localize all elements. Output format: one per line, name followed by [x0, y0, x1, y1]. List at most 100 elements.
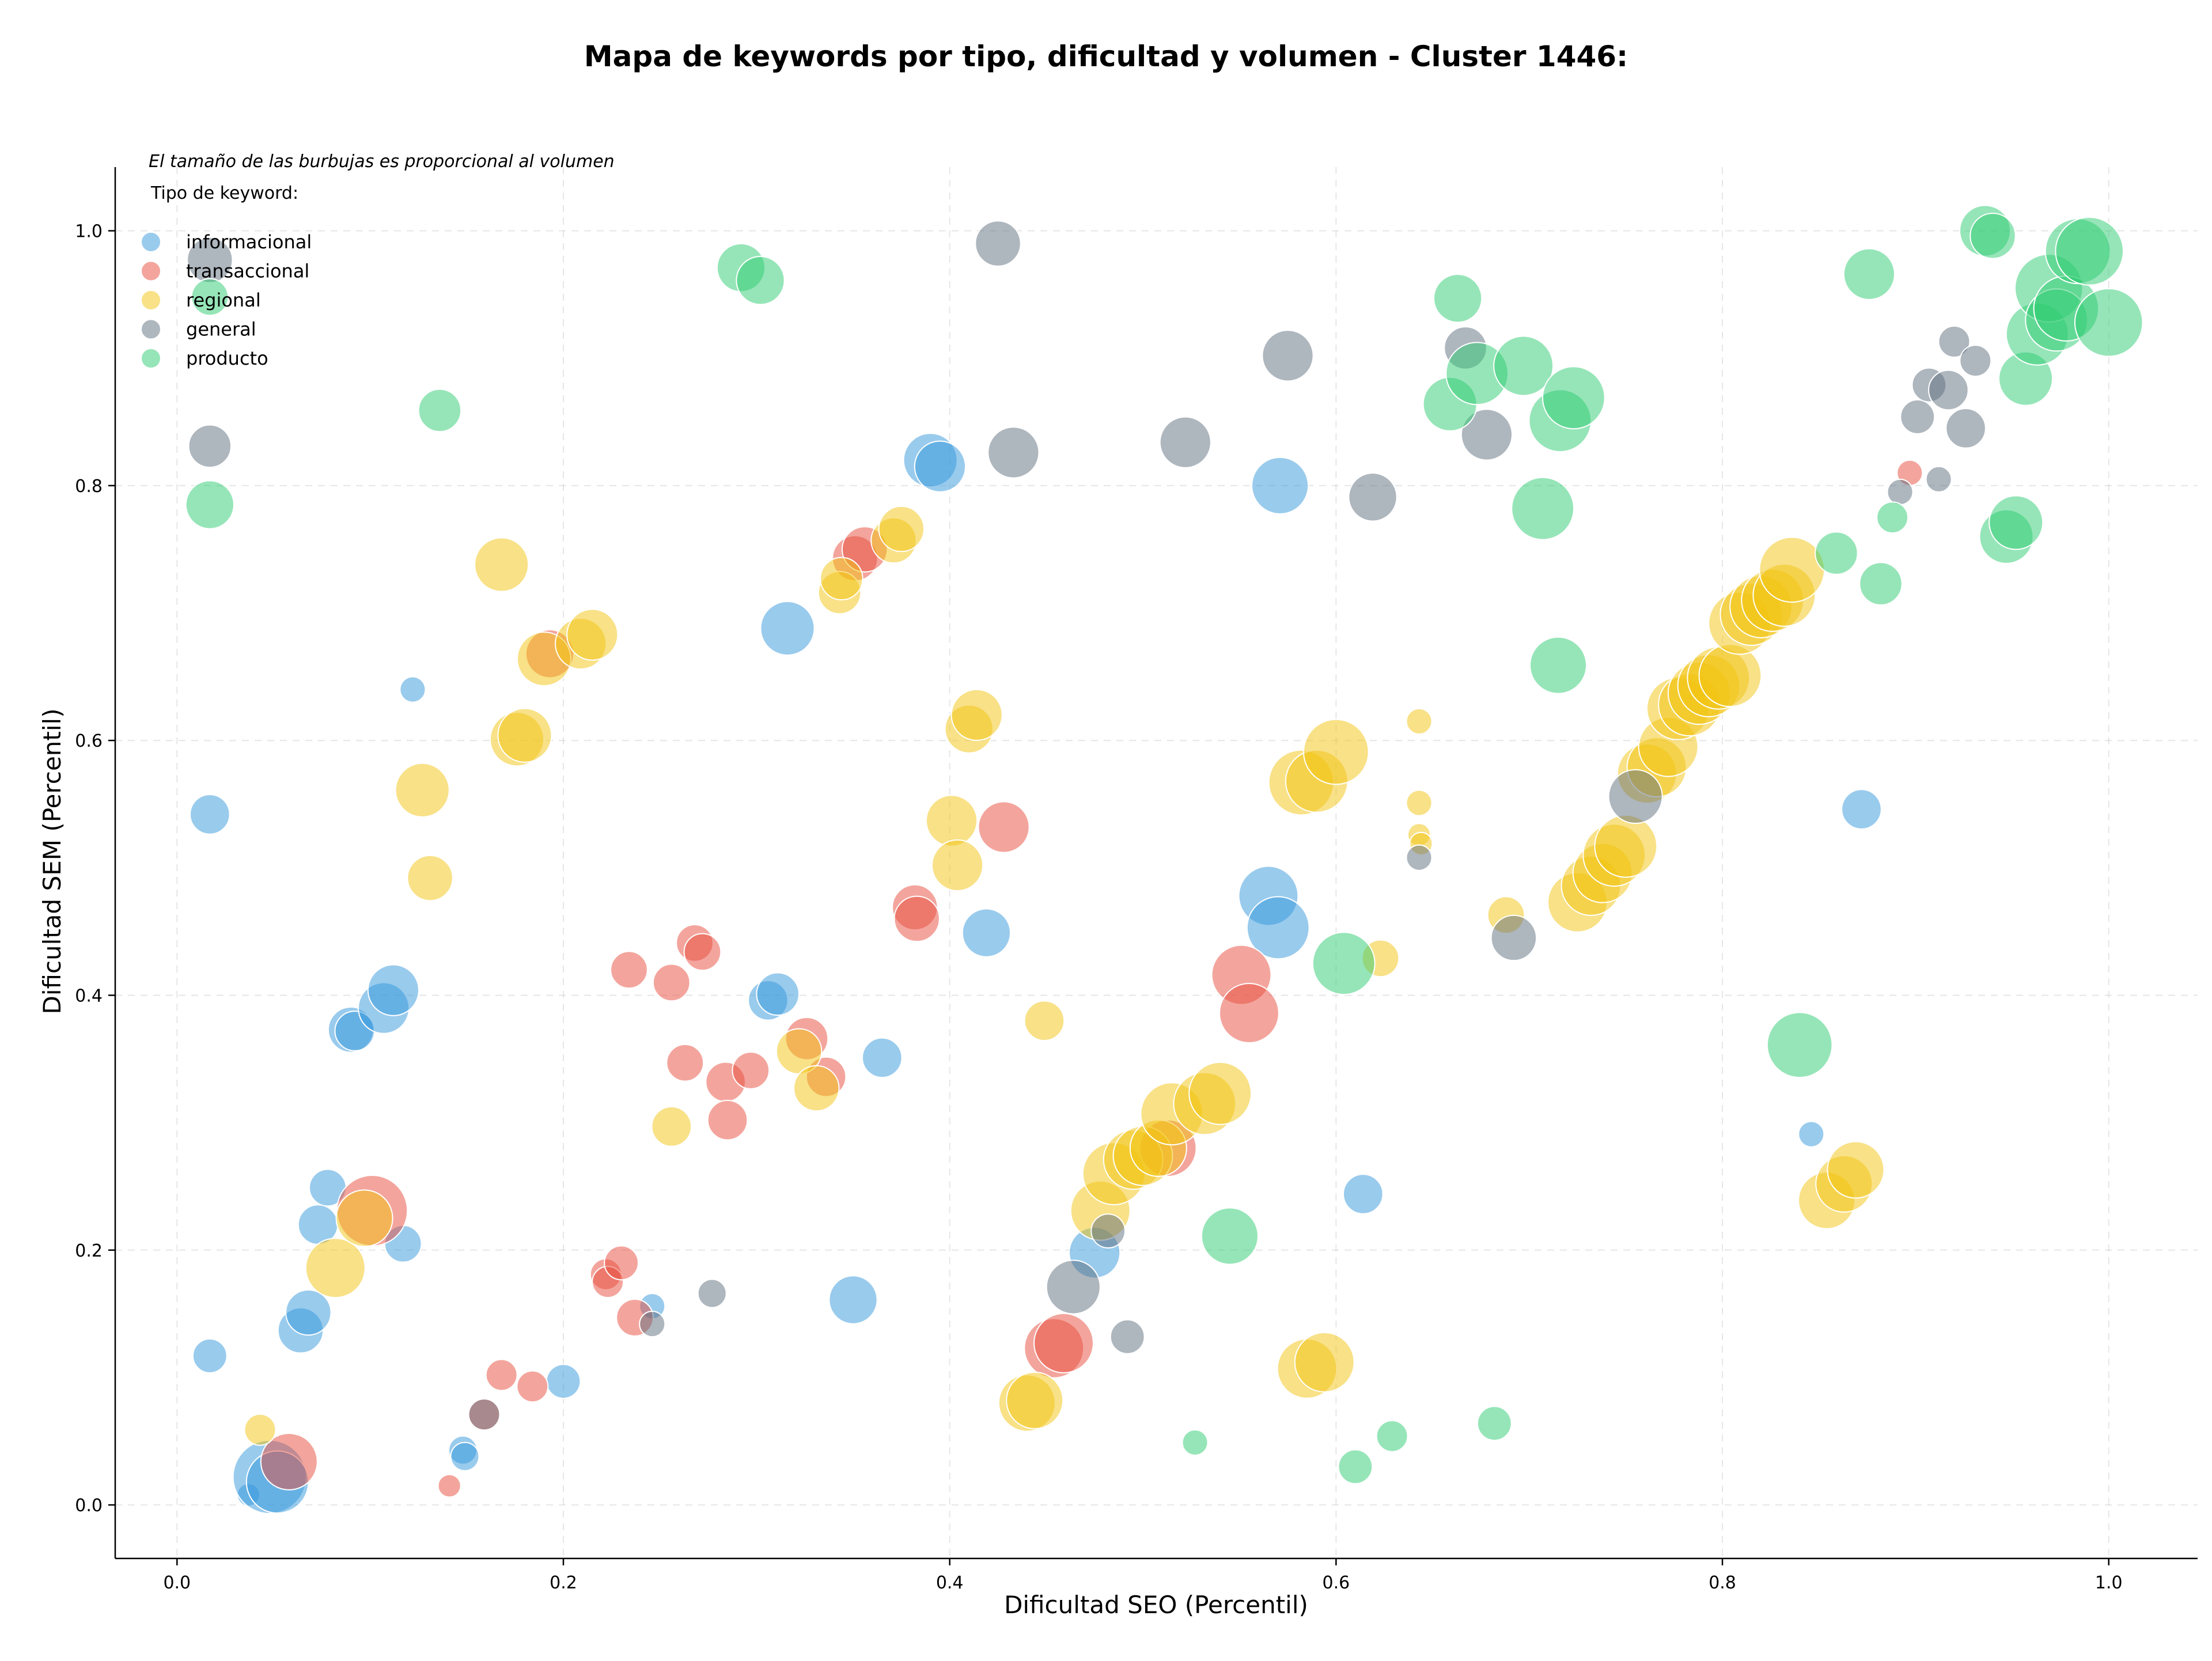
bubble-producto — [1433, 274, 1483, 323]
bubble-general — [1608, 769, 1663, 824]
series-producto — [185, 205, 2143, 1485]
bubble-informacional — [285, 1289, 332, 1336]
y-axis-ticks: 0.0 0.2 0.4 0.6 0.8 1.0 — [75, 222, 115, 1516]
bubble-general — [697, 1278, 727, 1308]
bubble-general — [1900, 399, 1936, 434]
bubble-general — [1925, 466, 1952, 493]
bubble-informacional — [399, 676, 426, 703]
bubble-general — [1959, 345, 1992, 377]
bubble-producto — [1988, 495, 2044, 550]
bubble-general — [468, 1398, 501, 1431]
bubble-transaccional — [978, 801, 1030, 853]
y-tick-label: 0.2 — [75, 1241, 103, 1261]
bubble-producto — [1338, 1449, 1373, 1485]
bubble-informacional — [1841, 789, 1882, 830]
bubble-informacional — [1246, 896, 1310, 960]
x-tick-label: 1.0 — [2095, 1573, 2123, 1593]
bubble-producto — [1200, 1207, 1259, 1265]
bubble-general — [188, 424, 232, 468]
bubble-regional — [1294, 1331, 1355, 1393]
y-tick-label: 0.6 — [75, 731, 103, 751]
y-tick-label: 0.8 — [75, 476, 103, 497]
bubble-producto — [1969, 213, 2016, 259]
bubble-transaccional — [610, 951, 648, 989]
bubble-transaccional — [260, 1432, 318, 1490]
bubble-informacional — [961, 908, 1012, 958]
legend-label: producto — [186, 347, 268, 369]
bubble-regional — [950, 688, 1003, 741]
bubble-transaccional — [604, 1245, 639, 1281]
x-axis-label: Dificultad SEO (Percentil) — [1004, 1591, 1308, 1619]
bubble-general — [1348, 472, 1397, 522]
bubble-transaccional — [485, 1359, 518, 1391]
bubble-informacional — [192, 1338, 228, 1374]
bubble-producto — [1843, 248, 1896, 300]
legend-item-general: general — [141, 319, 256, 340]
legend-swatch — [141, 290, 161, 311]
bubble-transaccional — [732, 1051, 770, 1089]
bubble-transaccional — [437, 1474, 461, 1498]
bubble-regional — [878, 505, 925, 553]
bubble-general — [1928, 369, 1969, 411]
chart-title: Mapa de keywords por tipo, dificultad y … — [584, 40, 1628, 73]
bubble-general — [1406, 844, 1433, 871]
bubble-general — [1046, 1259, 1101, 1315]
bubble-transaccional — [683, 933, 722, 971]
bubble-regional — [931, 839, 984, 892]
bubble-informacional — [914, 440, 967, 493]
bubble-informacional — [546, 1364, 581, 1399]
bubble-general — [1490, 914, 1537, 962]
bubble-regional — [305, 1238, 366, 1299]
bubble-producto — [1766, 1012, 1833, 1079]
bubble-regional — [1827, 1141, 1885, 1199]
bubble-regional — [1006, 1371, 1064, 1429]
bubble-general — [1159, 416, 1211, 468]
legend-label: general — [186, 319, 256, 340]
bubble-informacional — [756, 972, 800, 1016]
bubble-informacional — [1251, 456, 1309, 514]
bubble-producto — [1511, 476, 1575, 540]
x-tick-label: 0.0 — [163, 1573, 191, 1593]
bubble-regional — [407, 854, 453, 902]
legend-item-producto: producto — [141, 347, 268, 369]
bubble-regional — [1303, 718, 1369, 785]
bubble-regional — [1406, 789, 1433, 816]
x-tick-label: 0.6 — [1323, 1573, 1350, 1593]
bubble-general — [1945, 408, 1986, 449]
bubble-transaccional — [1219, 983, 1279, 1043]
bubble-regional — [244, 1413, 276, 1446]
bubble-transaccional — [516, 1370, 549, 1403]
legend: Tipo de keyword: informacional transaccio… — [141, 183, 312, 369]
bubble-informacional — [760, 601, 815, 656]
legend-item-transaccional: transaccional — [141, 260, 309, 282]
bubble-transaccional — [666, 1043, 704, 1082]
bubble-general — [1938, 326, 1971, 358]
bubble-producto — [1312, 932, 1376, 996]
legend-item-regional: regional — [141, 289, 261, 311]
bubble-regional — [566, 608, 619, 661]
grid-lines — [115, 167, 2198, 1558]
x-tick-label: 0.2 — [550, 1573, 577, 1593]
bubble-general — [1887, 478, 1914, 505]
y-tick-label: 0.0 — [75, 1496, 103, 1516]
bubble-producto — [1859, 562, 1903, 606]
bubble-transaccional — [1033, 1312, 1094, 1374]
legend-label: informacional — [186, 231, 312, 253]
bubble-producto — [2055, 217, 2124, 286]
bubble-producto — [736, 256, 785, 305]
bubble-regional — [1188, 1061, 1252, 1125]
series-transaccional — [260, 459, 1923, 1498]
bubble-regional — [1759, 536, 1825, 603]
bubble-transaccional — [893, 895, 940, 943]
bubble-informacional — [828, 1275, 878, 1325]
bubble-regional — [1698, 644, 1762, 707]
legend-swatch — [141, 319, 161, 340]
bubble-general — [1109, 1319, 1145, 1354]
bubble-general — [987, 426, 1040, 479]
bubbles — [185, 205, 2143, 1515]
x-tick-label: 0.4 — [936, 1573, 964, 1593]
bubble-regional — [1594, 814, 1658, 878]
bubble-producto — [1876, 501, 1909, 534]
bubble-general — [1090, 1213, 1126, 1249]
